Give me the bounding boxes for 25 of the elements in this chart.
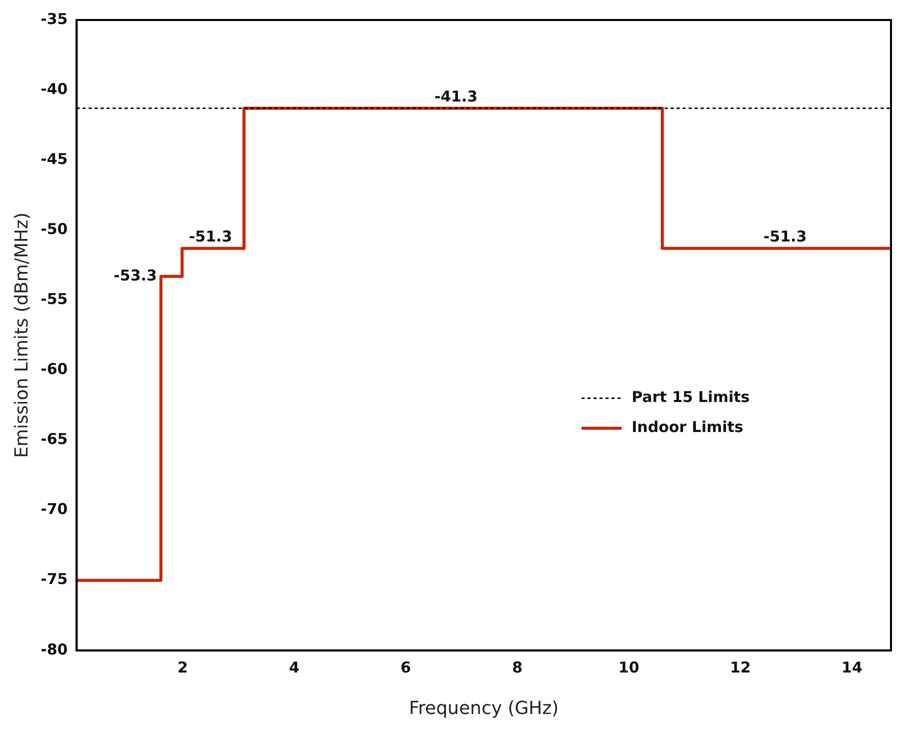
y-tick-label: -50	[40, 220, 68, 238]
annotation: -51.3	[763, 228, 807, 246]
y-tick-label: -35	[40, 10, 68, 28]
legend-label: Indoor Limits	[632, 418, 744, 436]
y-tick-label: -60	[40, 360, 68, 378]
y-tick-label: -45	[40, 150, 68, 168]
x-tick-label: 8	[512, 658, 523, 676]
x-tick-label: 2	[177, 658, 188, 676]
annotation: -51.3	[188, 228, 232, 246]
x-tick-label: 10	[618, 658, 640, 676]
y-tick-label: -75	[40, 570, 68, 588]
y-tick-label: -65	[40, 430, 68, 448]
y-tick-label: -80	[40, 640, 68, 658]
y-axis-title: Emission Limits (dBm/MHz)	[11, 212, 32, 458]
legend-label: Part 15 Limits	[632, 388, 750, 406]
x-tick-label: 12	[730, 658, 751, 676]
x-tick-label: 6	[400, 658, 411, 676]
y-tick-label: -40	[40, 80, 68, 98]
annotation: -53.3	[114, 266, 157, 284]
y-tick-label: -70	[40, 500, 68, 518]
x-tick-label: 14	[842, 658, 862, 676]
x-tick-label: 4	[289, 658, 300, 676]
annotation: -41.3	[434, 88, 478, 106]
x-axis-title: Frequency (GHz)	[409, 698, 559, 719]
y-tick-label: -55	[40, 290, 68, 308]
